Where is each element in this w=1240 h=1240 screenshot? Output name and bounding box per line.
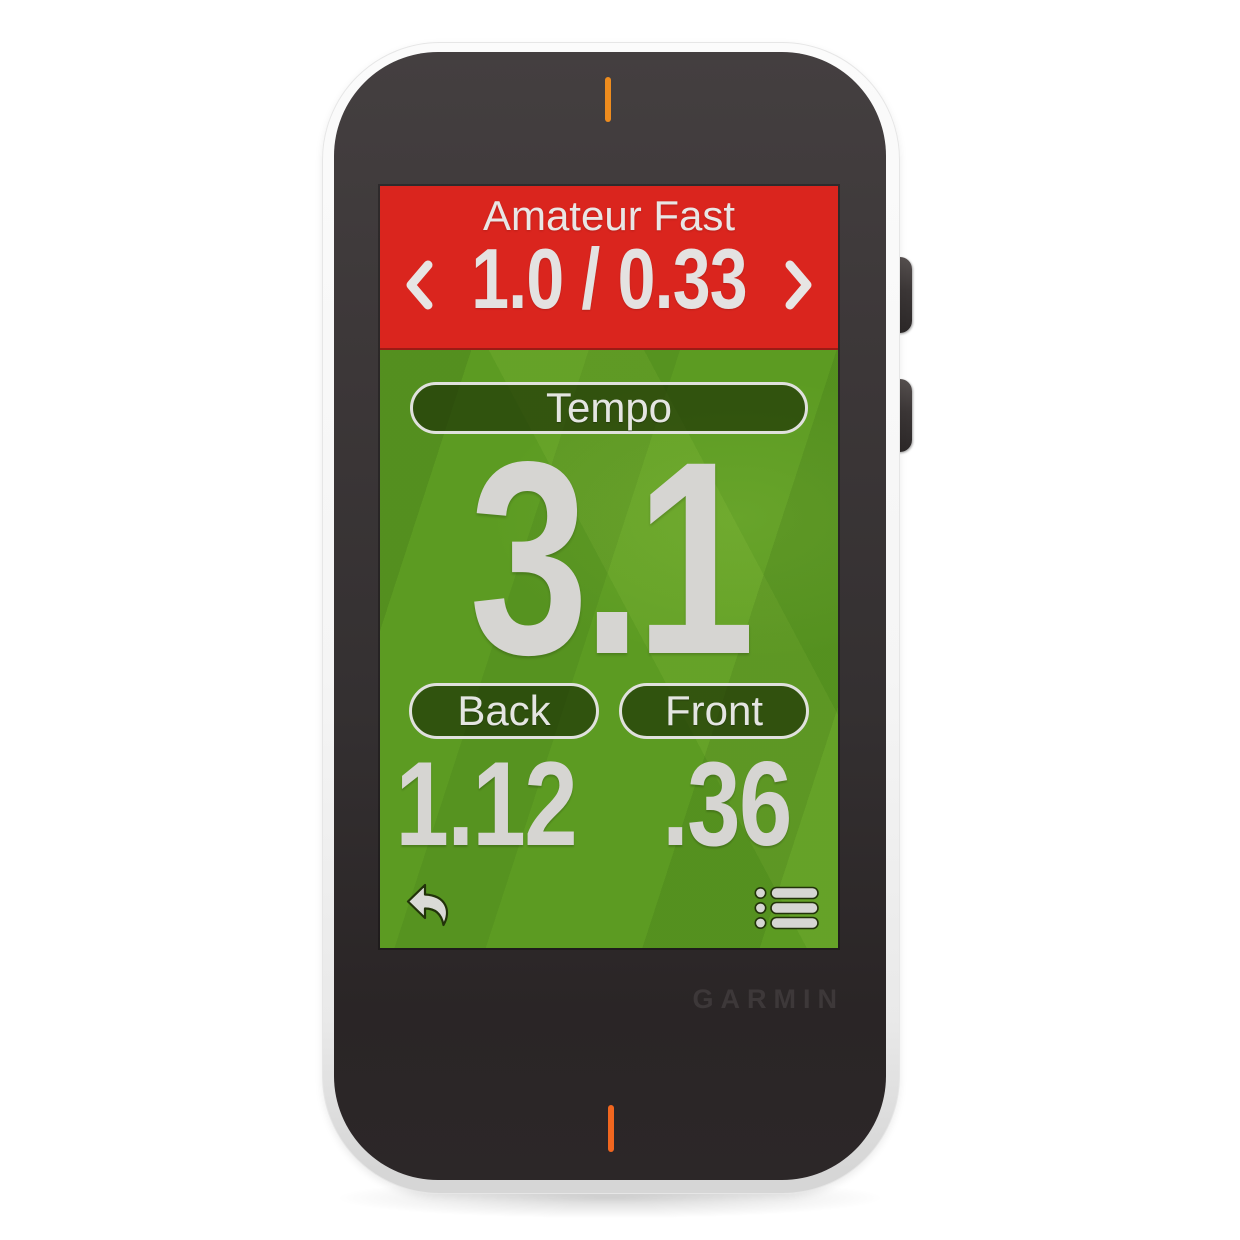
top-alignment-mark: [605, 77, 611, 122]
tempo-ratio-value: 1.0 / 0.33: [471, 232, 747, 327]
chevron-right-icon[interactable]: [782, 258, 816, 312]
chevron-left-icon[interactable]: [402, 258, 436, 312]
touchscreen[interactable]: Amateur Fast 1.0 / 0.33 Tempo 3.1 Back F…: [380, 186, 838, 948]
list-menu-icon[interactable]: [754, 886, 820, 930]
tempo-pill-button[interactable]: Tempo: [410, 382, 808, 434]
front-pill-label: Front: [664, 687, 764, 734]
garmin-logo: GARMIN: [692, 984, 844, 1014]
tempo-pill-label: Tempo: [545, 384, 673, 431]
back-pill-label: Back: [457, 687, 551, 734]
tempo-mode-header: Amateur Fast 1.0 / 0.33: [380, 186, 838, 350]
tempo-mode-title: Amateur Fast: [482, 192, 736, 239]
tempo-big-value: 3.1: [469, 405, 755, 712]
tempo-screen-body: Tempo 3.1 Back Front 1.12 .36: [380, 350, 838, 948]
front-pill-button[interactable]: Front: [619, 683, 809, 739]
back-front-row: Back Front: [380, 683, 838, 739]
front-swing-value: .36: [662, 737, 792, 871]
back-swing-value: 1.12: [395, 737, 577, 871]
back-pill-button[interactable]: Back: [409, 683, 599, 739]
bottom-alignment-mark: [608, 1105, 614, 1152]
back-arrow-icon[interactable]: [405, 881, 455, 931]
swing-values-row: 1.12 .36: [380, 744, 819, 864]
